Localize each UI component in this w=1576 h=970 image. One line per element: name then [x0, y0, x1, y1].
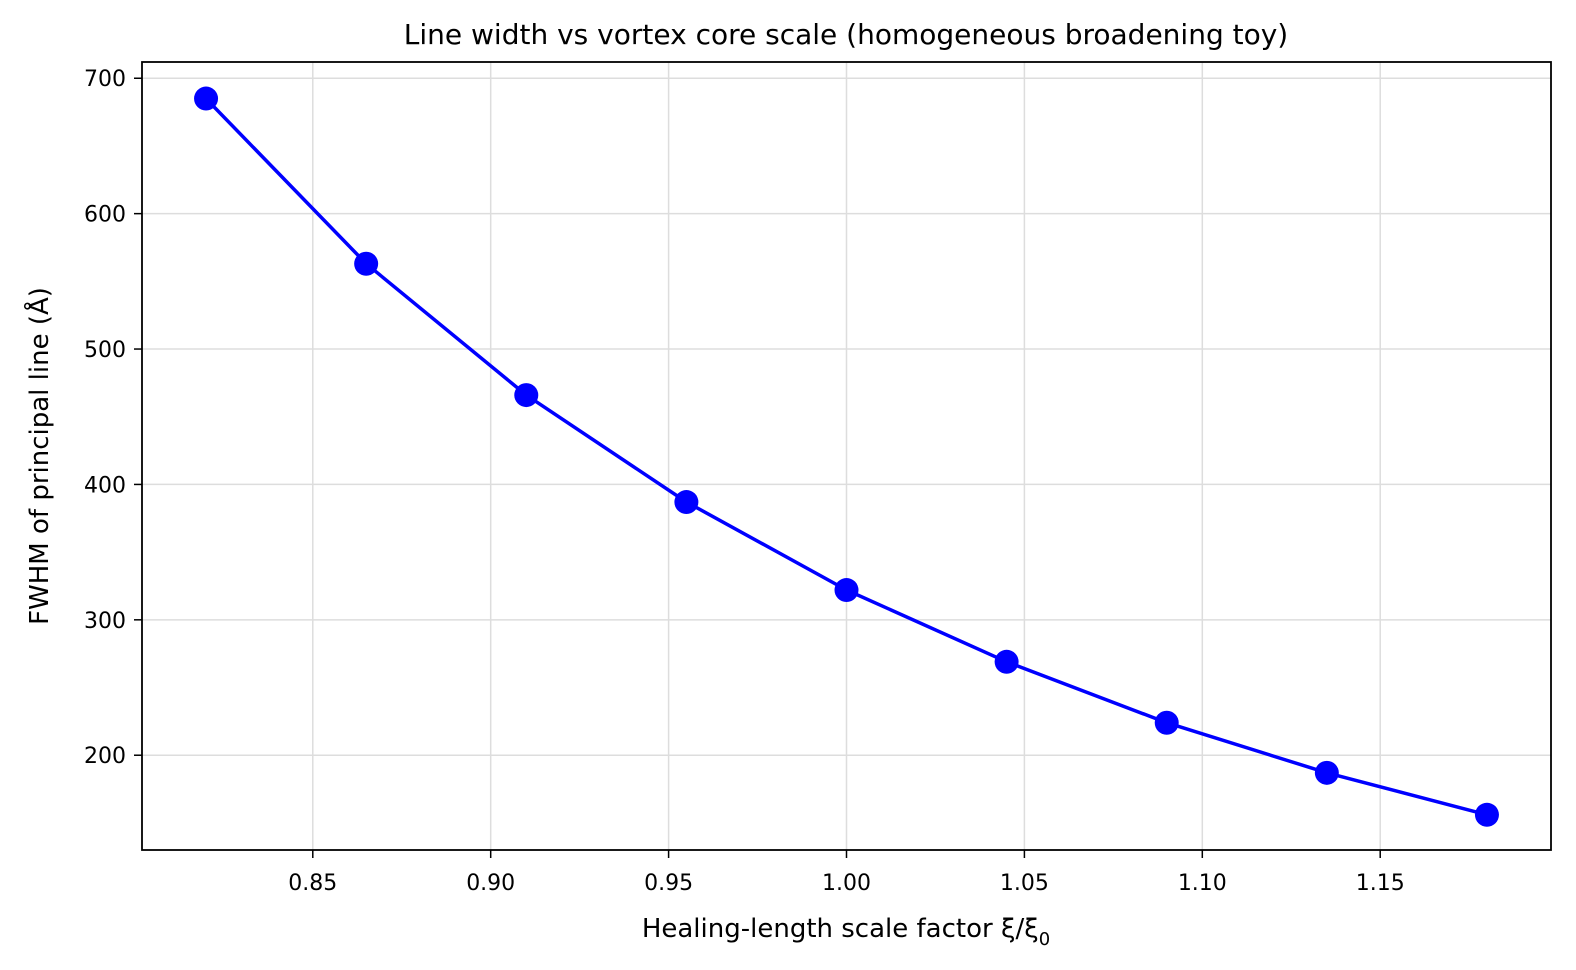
x-tick-label: 1.10 [1178, 871, 1227, 896]
data-point [1474, 802, 1499, 827]
x-tick-label: 1.05 [1000, 871, 1049, 896]
y-tick-label: 200 [84, 744, 126, 769]
y-tick-label: 500 [84, 338, 126, 363]
y-tick-label: 300 [84, 609, 126, 634]
data-point [514, 383, 539, 408]
grid [142, 62, 1551, 850]
x-tick-label: 0.85 [288, 871, 337, 896]
x-axis-title: Healing-length scale factor ξ/ξ0 [642, 914, 1050, 950]
y-tick-label: 400 [84, 473, 126, 498]
data-point [354, 251, 379, 276]
chart-title: Line width vs vortex core scale (homogen… [404, 18, 1288, 51]
data-point [994, 649, 1019, 674]
y-tick-label: 600 [84, 203, 126, 228]
y-axis-title: FWHM of principal line (Å) [23, 287, 55, 625]
x-tick-label: 0.95 [644, 871, 693, 896]
ticks: 0.85 0.90 0.95 1.00 1.05 1.10 1.15 200 300 400 500… [84, 67, 1405, 896]
data-point [1314, 760, 1339, 785]
x-tick-label: 1.15 [1356, 871, 1405, 896]
series-layer [194, 86, 1499, 827]
x-tick-label: 1.00 [822, 871, 871, 896]
y-tick-label: 700 [84, 67, 126, 92]
data-point [674, 490, 699, 515]
x-axis-title-subscript: 0 [1039, 929, 1050, 950]
data-point [1154, 710, 1179, 735]
data-point [194, 86, 219, 111]
data-point [834, 578, 859, 603]
x-tick-label: 0.90 [466, 871, 515, 896]
